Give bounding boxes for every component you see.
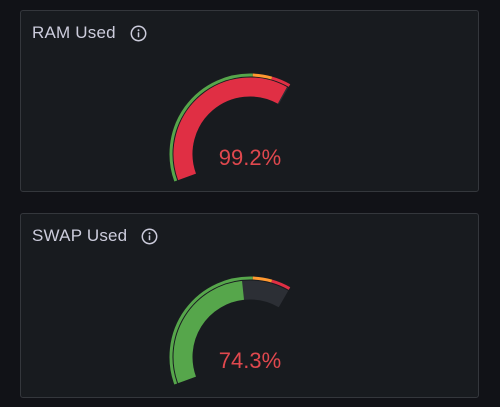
gauge-value-arc	[173, 280, 245, 384]
swap-used-panel: SWAP Used 74.3%	[20, 213, 479, 398]
swap-gauge: 74.3%	[169, 276, 291, 385]
gauge-value: 99.2%	[219, 145, 281, 170]
threshold-band-0	[169, 276, 253, 385]
gauge-value-arc	[173, 77, 287, 181]
threshold-band-0	[169, 73, 253, 182]
threshold-band-1	[252, 73, 273, 80]
ram-gauge: 99.2%	[169, 73, 291, 182]
threshold-band-2	[271, 76, 291, 87]
ram-used-panel: RAM Used 99.2%	[20, 10, 479, 192]
info-circle-icon[interactable]	[141, 228, 158, 245]
threshold-band-1	[252, 276, 273, 283]
threshold-band-2	[271, 279, 291, 290]
panel-title: RAM Used	[32, 23, 116, 42]
info-circle-icon[interactable]	[130, 25, 147, 42]
panel-title: SWAP Used	[32, 226, 128, 245]
gauge-value: 74.3%	[219, 348, 281, 373]
panel-header: SWAP Used	[32, 224, 158, 248]
panel-header: RAM Used	[32, 21, 147, 45]
